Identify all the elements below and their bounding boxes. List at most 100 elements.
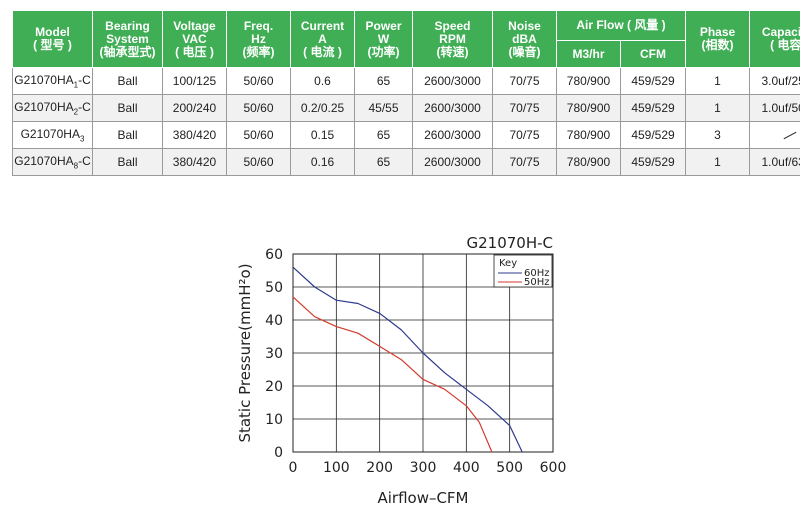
cell-model: G21070HA2-C xyxy=(12,94,93,122)
header-current: Current A( 电流 ) xyxy=(290,10,355,68)
x-tick-label: 100 xyxy=(323,460,350,476)
header-model-cn: ( 型号 ) xyxy=(33,38,72,52)
cell-noise: 70/75 xyxy=(492,67,557,95)
header-freq: Freq. Hz (频率) xyxy=(226,10,291,68)
spec-table-body: G21070HA1-C Ball 100/125 50/60 0.6 65 2600/300… xyxy=(12,67,800,176)
cell-current: 0.15 xyxy=(290,121,355,149)
x-tick-label: 300 xyxy=(410,460,437,476)
model-base: G21070HA xyxy=(14,72,74,87)
x-axis-label: Airflow–CFM xyxy=(377,489,468,507)
cell-phase: 1 xyxy=(685,94,751,122)
cell-phase: 3 xyxy=(685,121,751,149)
header-phase-cn: (相数) xyxy=(701,38,734,52)
header-voltage: Voltage VAC( 电压 ) xyxy=(162,10,227,68)
cell-noise: 70/75 xyxy=(492,148,557,176)
cell-power: 65 xyxy=(354,67,413,95)
cell-phase: 1 xyxy=(685,148,751,176)
header-airflow-cfm: CFM xyxy=(619,40,687,68)
cell-capacitor xyxy=(749,121,800,149)
y-tick-label: 0 xyxy=(274,445,283,461)
y-tick-label: 20 xyxy=(265,379,283,395)
cell-speed: 2600/3000 xyxy=(412,94,493,122)
cell-noise: 70/75 xyxy=(492,121,557,149)
header-power: Power W (功率) xyxy=(354,10,413,68)
cell-freq: 50/60 xyxy=(226,94,291,122)
header-phase: Phase (相数) xyxy=(685,10,751,68)
header-model: Model( 型号 ) xyxy=(12,10,93,68)
cell-model: G21070HA3 xyxy=(12,121,93,149)
header-speed-cn: (转速) xyxy=(436,44,469,59)
cell-m3hr: 780/900 xyxy=(556,148,621,176)
model-suffix: -C xyxy=(78,99,91,114)
fan-curve-chart: 0 100 200 300 400 500 600 0 10 20 30 40 50 60 G21070… xyxy=(236,234,567,507)
header-power-en: Power W xyxy=(365,18,402,46)
header-capacitor: Capacitor( 电容 ) xyxy=(749,10,800,68)
cell-model: G21070HA8-C xyxy=(12,148,93,176)
legend: Key 60Hz 50Hz xyxy=(493,254,553,288)
cell-power: 65 xyxy=(354,148,413,176)
y-tick-labels: 0 10 20 30 40 50 60 xyxy=(265,247,283,461)
cell-voltage: 380/420 xyxy=(162,121,227,149)
y-tick-label: 40 xyxy=(265,313,283,329)
cell-bearing: Ball xyxy=(92,148,163,176)
cell-cfm: 459/529 xyxy=(619,94,687,122)
x-tick-label: 0 xyxy=(289,460,298,476)
model-subscript: 2 xyxy=(73,107,79,117)
header-bearing-en: Bearing System xyxy=(105,18,150,46)
header-noise-en: Noise dBA xyxy=(508,18,541,46)
legend-label-60hz: 60Hz xyxy=(524,268,550,279)
cell-noise: 70/75 xyxy=(492,94,557,122)
cell-freq: 50/60 xyxy=(226,121,291,149)
header-voltage-en: Voltage VAC xyxy=(173,18,216,46)
series-lines xyxy=(292,266,523,453)
cell-model: G21070HA1-C xyxy=(12,67,93,95)
cell-m3hr: 780/900 xyxy=(556,94,621,122)
header-freq-en: Freq. Hz xyxy=(243,18,274,46)
spec-table: Model( 型号 ) Bearing System (轴承型式) Voltage… xyxy=(12,10,800,176)
y-tick-label: 60 xyxy=(265,247,283,263)
x-tick-label: 500 xyxy=(496,460,523,476)
model-base: G21070HA xyxy=(14,99,74,114)
header-current-en: Current A xyxy=(300,18,345,46)
cell-speed: 2600/3000 xyxy=(412,121,493,149)
model-subscript: 1 xyxy=(73,80,79,90)
cell-power: 45/55 xyxy=(354,94,413,122)
header-phase-en: Phase xyxy=(699,25,736,39)
cell-cfm: 459/529 xyxy=(619,148,687,176)
cell-freq: 50/60 xyxy=(226,148,291,176)
legend-label-50hz: 50Hz xyxy=(524,277,550,288)
header-voltage-cn: ( 电压 ) xyxy=(175,44,214,59)
model-subscript: 3 xyxy=(79,134,85,144)
cell-voltage: 200/240 xyxy=(162,94,227,122)
header-bearing: Bearing System (轴承型式) xyxy=(92,10,163,68)
model-suffix: -C xyxy=(78,153,91,168)
y-tick-label: 50 xyxy=(265,280,283,296)
cell-bearing: Ball xyxy=(92,94,163,122)
chart-title: G21070H-C xyxy=(466,234,553,252)
header-capacitor-cn: ( 电容 ) xyxy=(770,38,800,52)
header-speed: Speed RPM (转速) xyxy=(412,10,493,68)
series-line-50hz xyxy=(292,296,493,453)
cell-voltage: 380/420 xyxy=(162,148,227,176)
header-noise: Noise dBA (噪音) xyxy=(492,10,557,68)
table-row: G21070HA8-C Ball 380/420 50/60 0.16 65 2600/30… xyxy=(12,148,800,176)
table-row: G21070HA3 Ball 380/420 50/60 0.15 65 2600/3000… xyxy=(12,121,800,149)
x-tick-label: 200 xyxy=(366,460,393,476)
header-airflow: Air Flow ( 风量 ) xyxy=(555,10,687,41)
cell-current: 0.2/0.25 xyxy=(290,94,355,122)
cell-current: 0.16 xyxy=(290,148,355,176)
header-noise-cn: (噪音) xyxy=(508,44,541,59)
cell-speed: 2600/3000 xyxy=(412,67,493,95)
cell-phase: 1 xyxy=(685,67,751,95)
header-bearing-cn: (轴承型式) xyxy=(99,44,156,59)
cell-freq: 50/60 xyxy=(226,67,291,95)
table-row: G21070HA2-C Ball 200/240 50/60 0.2/0.25 45/55… xyxy=(12,94,800,122)
model-suffix: -C xyxy=(78,72,91,87)
header-speed-en: Speed RPM xyxy=(434,18,471,46)
table-row: G21070HA1-C Ball 100/125 50/60 0.6 65 2600/300… xyxy=(12,67,800,95)
cell-m3hr: 780/900 xyxy=(556,121,621,149)
cell-cfm: 459/529 xyxy=(619,67,687,95)
header-model-en: Model xyxy=(35,25,70,39)
x-tick-label: 600 xyxy=(540,460,567,476)
model-subscript: 8 xyxy=(73,161,79,171)
